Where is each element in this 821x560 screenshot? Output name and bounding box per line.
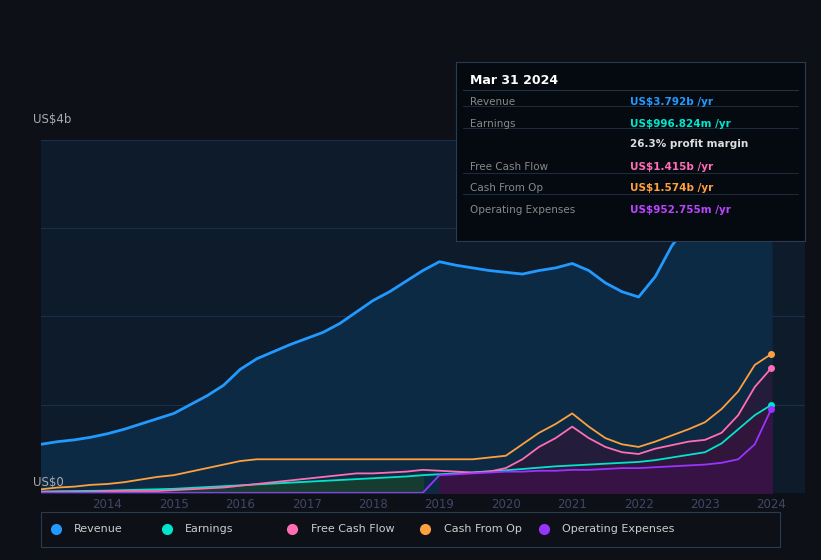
Text: US$996.824m /yr: US$996.824m /yr (631, 119, 731, 129)
Text: US$952.755m /yr: US$952.755m /yr (631, 205, 731, 215)
Text: Revenue: Revenue (75, 524, 123, 534)
Text: Revenue: Revenue (470, 97, 515, 108)
Text: US$1.574b /yr: US$1.574b /yr (631, 184, 713, 193)
Text: US$4b: US$4b (34, 113, 71, 126)
Text: Cash From Op: Cash From Op (444, 524, 521, 534)
Text: Mar 31 2024: Mar 31 2024 (470, 74, 557, 87)
Text: Free Cash Flow: Free Cash Flow (470, 162, 548, 172)
Text: US$0: US$0 (34, 476, 64, 489)
Text: US$1.415b /yr: US$1.415b /yr (631, 162, 713, 172)
Text: Cash From Op: Cash From Op (470, 184, 543, 193)
Text: Earnings: Earnings (470, 119, 515, 129)
Text: Operating Expenses: Operating Expenses (562, 524, 674, 534)
Text: US$3.792b /yr: US$3.792b /yr (631, 97, 713, 108)
Text: Free Cash Flow: Free Cash Flow (311, 524, 394, 534)
Text: 26.3% profit margin: 26.3% profit margin (631, 139, 749, 148)
Text: Operating Expenses: Operating Expenses (470, 205, 575, 215)
Text: Earnings: Earnings (186, 524, 234, 534)
